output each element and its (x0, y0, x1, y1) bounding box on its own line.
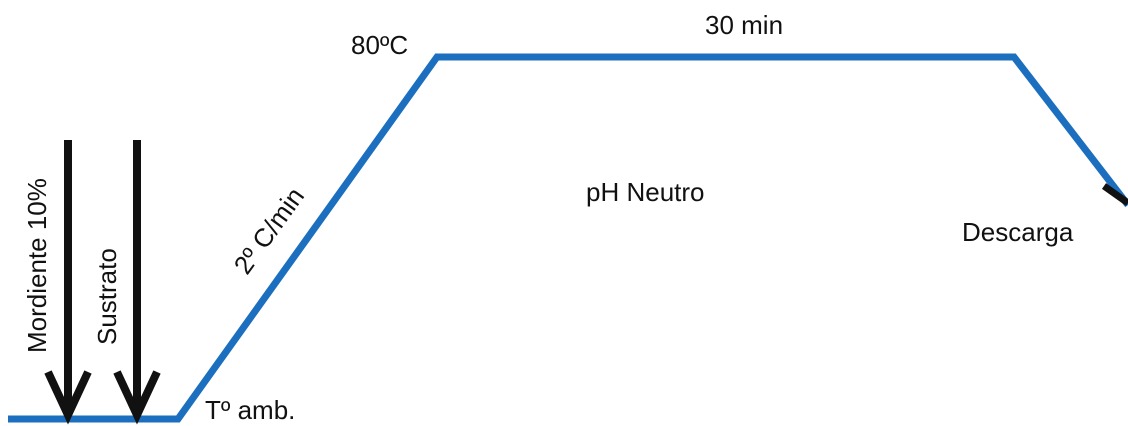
sustrato-label: Sustrato (92, 248, 122, 345)
mordiente-arrow (44, 140, 92, 425)
discharge-arrowhead (1101, 183, 1128, 206)
ph-label: pH Neutro (586, 177, 705, 207)
sustrato-arrow-head (113, 370, 161, 425)
sustrato-arrow (113, 140, 161, 425)
hold-time-label: 30 min (705, 10, 783, 40)
start-temperature-label: Tº amb. (205, 395, 295, 425)
discharge-label: Descarga (962, 217, 1074, 247)
mordiente-label: Mordiente 10% (22, 178, 52, 353)
temperature-profile-curve (8, 53, 1128, 423)
top-temperature-label: 80ºC (351, 30, 408, 60)
ramp-rate-label: 2º C/min (228, 182, 311, 280)
mordiente-arrow-head (44, 370, 92, 425)
